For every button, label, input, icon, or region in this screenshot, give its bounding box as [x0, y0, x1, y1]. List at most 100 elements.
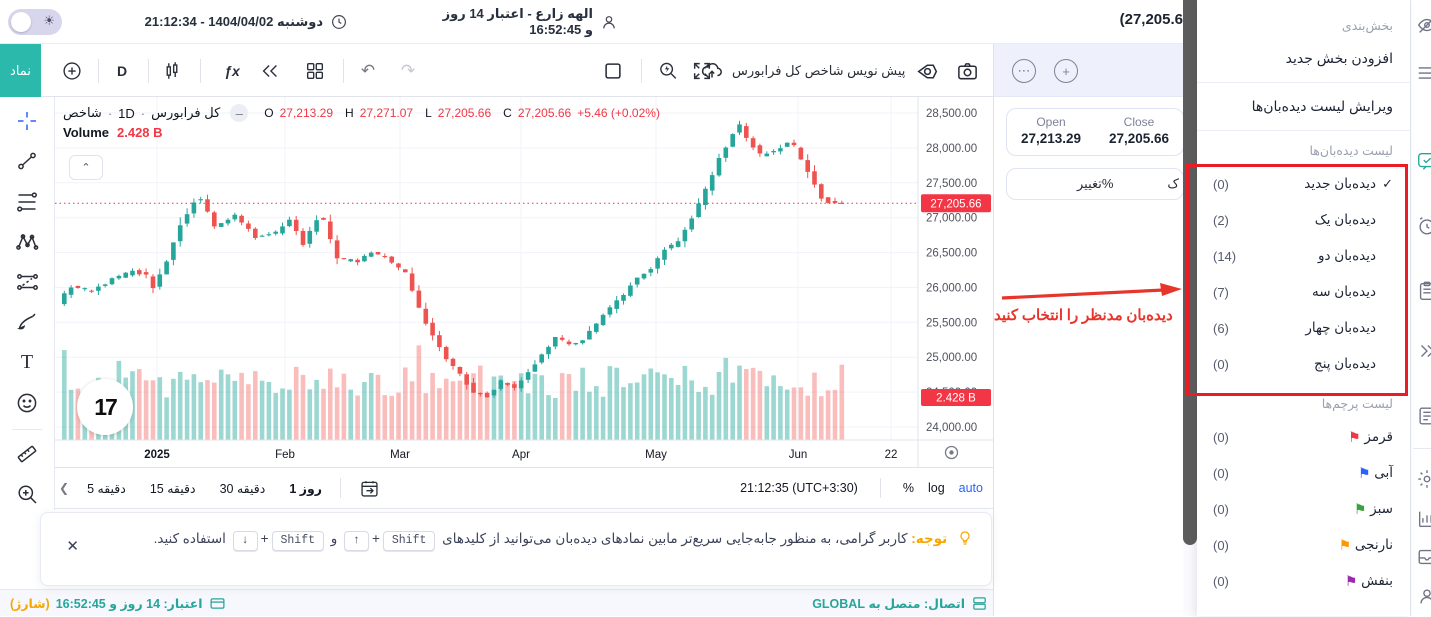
collapse-drawings-icon[interactable]: ❮ — [59, 481, 70, 495]
scroll-to-recent-icon[interactable] — [943, 444, 960, 461]
notice-box: توجه: کاربر گرامی، به منظور جابه‌جایی سر… — [40, 512, 992, 586]
watchlist-item[interactable]: دیده‌بان یک (2) — [1213, 202, 1393, 238]
symbol-name-part1[interactable]: شاخص — [63, 105, 102, 120]
tradingview-logo[interactable]: 17 — [77, 379, 133, 435]
watchlist-item[interactable]: دیده‌بان پنج (0) — [1213, 346, 1393, 382]
user-info[interactable]: الهه زارع - اعتبار 14 روز و 16:52:45 — [438, 0, 618, 44]
page-title-price: (27,205.6 — [1119, 11, 1183, 28]
flag-item[interactable]: نارنجی ⚑ (0) — [1213, 527, 1393, 563]
toolbar-divider — [12, 428, 42, 430]
symbol-name-part2[interactable]: کل فرابورس — [151, 105, 221, 120]
emoji-icon[interactable] — [10, 386, 44, 418]
interval-button-0[interactable]: 5 دقیقه — [87, 481, 126, 496]
document-icon[interactable] — [1416, 405, 1431, 427]
close-icon[interactable]: ✕ — [66, 538, 79, 555]
svg-text:25,000.00: 25,000.00 — [926, 352, 977, 364]
flag-item[interactable]: قرمز ⚑ (0) — [1213, 419, 1393, 455]
legend-interval[interactable]: 1D — [118, 105, 135, 121]
side-icon-strip — [1410, 0, 1431, 616]
watchlists-label: لیست دیده‌بان‌ها — [1309, 144, 1393, 158]
svg-text:Apr: Apr — [512, 449, 530, 461]
charge-link[interactable]: (شارژ) — [10, 597, 50, 611]
change-percent-label: تغییر% — [1077, 176, 1114, 191]
more-options-icon[interactable]: ⋯ — [1012, 59, 1036, 83]
flag-count: (0) — [1213, 573, 1229, 589]
fx-indicators-icon[interactable]: ƒx — [224, 63, 240, 79]
log-scale-button[interactable]: log — [927, 481, 945, 495]
add-section-item[interactable]: افزودن بخش جدید — [1285, 50, 1393, 66]
toolbar-divider — [641, 59, 642, 83]
text-icon[interactable]: T — [20, 350, 34, 373]
pane-collapse-button[interactable]: ⌃ — [69, 155, 103, 180]
zoom-in-icon[interactable] — [10, 478, 44, 510]
watchlist-count: (0) — [1213, 176, 1229, 192]
open-value: 27,213.29 — [279, 106, 334, 120]
watchlist-item[interactable]: دیده‌بان دو (14) — [1213, 238, 1393, 274]
candlestick-chart[interactable]: 28,500.00 28,000.00 27,500.00 27,000.00 26,5… — [55, 97, 993, 468]
chat-icon[interactable] — [1416, 150, 1431, 172]
layout-grid-icon[interactable] — [301, 57, 329, 85]
interval-button[interactable]: D — [116, 63, 128, 79]
vertical-scrollbar[interactable] — [1183, 0, 1197, 616]
watchlist-count: (7) — [1213, 284, 1229, 300]
flag-item[interactable]: آبی ⚑ (0) — [1213, 455, 1393, 491]
svg-text:27,205.66: 27,205.66 — [930, 198, 981, 210]
drawer-icon[interactable] — [1416, 546, 1431, 568]
redo-icon[interactable]: ↷ — [400, 61, 416, 80]
watchlist-count: (0) — [1213, 356, 1229, 372]
watchlist-item[interactable]: دیده‌بان چهار (6) — [1213, 310, 1393, 346]
collapse-legend-icon[interactable]: – — [230, 104, 249, 122]
volume-legend: Volume 2.428 B — [63, 125, 163, 140]
credit-status: اعتبار: 14 روز و 16:52:45 (شارژ) — [10, 590, 226, 617]
flag-name: نارنجی — [1354, 537, 1393, 552]
fib-icon[interactable] — [10, 185, 44, 217]
settings-gear-icon[interactable] — [1416, 468, 1431, 490]
flag-item[interactable]: سبز ⚑ (0) — [1213, 491, 1393, 527]
brush-icon[interactable] — [10, 306, 44, 338]
draft-save-button[interactable]: پیش نویس شاخص کل فرابورس — [700, 57, 905, 85]
alarm-icon[interactable] — [1416, 215, 1431, 237]
xabcd-icon[interactable] — [10, 226, 44, 258]
rewind-icon[interactable] — [256, 57, 284, 85]
trendline-icon[interactable] — [10, 145, 44, 177]
ruler-icon[interactable] — [10, 438, 44, 470]
crosshair-icon[interactable] — [10, 105, 44, 137]
scrollbar-thumb[interactable] — [1183, 0, 1197, 545]
interval-button-1[interactable]: 15 دقیقه — [149, 481, 196, 496]
clipboard-icon[interactable] — [1416, 280, 1431, 302]
percent-scale-button[interactable]: % — [902, 481, 914, 495]
symbol-button[interactable]: نماد — [0, 44, 41, 97]
compare-add-icon[interactable] — [58, 57, 86, 85]
flag-item[interactable]: بنفش ⚑ (0) — [1213, 563, 1393, 599]
zoom-flash-icon[interactable] — [654, 57, 682, 85]
shift-key: Shift — [382, 531, 436, 551]
annotation-arrow — [1001, 283, 1182, 300]
user-icon — [603, 16, 615, 29]
edit-watchlists-item[interactable]: ویرایش لیست دیده‌بان‌ها — [1251, 98, 1393, 114]
gear-icon[interactable] — [913, 57, 941, 85]
projection-icon[interactable] — [10, 266, 44, 298]
square-select-icon[interactable] — [599, 57, 627, 85]
candles-icon[interactable] — [158, 57, 186, 85]
add-symbol-icon[interactable]: + — [1054, 59, 1078, 83]
chevrons-icon[interactable] — [1416, 340, 1431, 362]
draft-label: پیش نویس شاخص کل فرابورس — [732, 63, 906, 78]
watchlist-item[interactable]: دیده‌بان سه (7) — [1213, 274, 1393, 310]
camera-icon[interactable] — [953, 57, 981, 85]
eye-slash-icon[interactable] — [1416, 14, 1431, 36]
menu-divider — [1197, 82, 1410, 83]
interval-button-2[interactable]: 30 دقیقه — [219, 481, 266, 496]
flag-icon: ⚑ — [1338, 536, 1352, 553]
chart-clock[interactable]: 21:12:35 (UTC+3:30) — [740, 481, 858, 495]
undo-icon[interactable]: ↶ — [360, 61, 376, 80]
user-profile-icon[interactable] — [1416, 585, 1431, 607]
auto-scale-button[interactable]: auto — [958, 481, 983, 495]
theme-toggle[interactable]: ☀ — [8, 9, 62, 35]
interval-button-3[interactable]: 1 روز — [289, 481, 322, 496]
watchlist-item[interactable]: ✓ دیده‌بان جدید (0) — [1213, 166, 1393, 202]
chart-icon[interactable] — [1416, 508, 1431, 530]
chart-pane[interactable]: 28,500.00 28,000.00 27,500.00 27,000.00 26,5… — [55, 97, 993, 468]
change-percent-header[interactable]: تغییر% ک — [1006, 168, 1184, 200]
goto-date-button[interactable] — [349, 473, 390, 504]
hamburger-menu-icon[interactable] — [1416, 62, 1431, 84]
